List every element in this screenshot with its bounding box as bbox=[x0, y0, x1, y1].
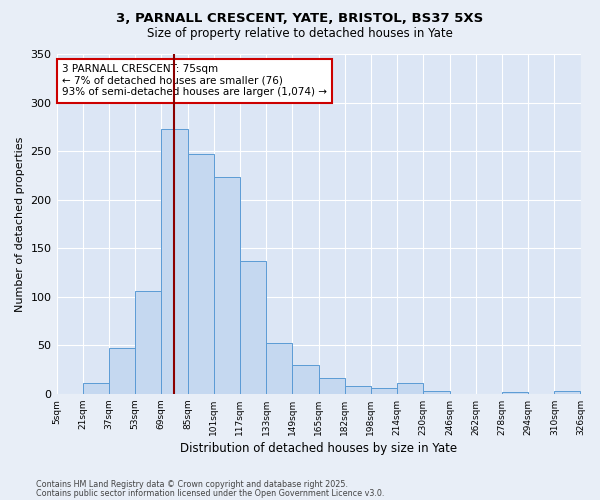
Bar bbox=[581, 392, 600, 394]
Bar bbox=[266, 344, 292, 394]
Bar bbox=[424, 391, 449, 394]
Text: 3, PARNALL CRESCENT, YATE, BRISTOL, BS37 5XS: 3, PARNALL CRESCENT, YATE, BRISTOL, BS37… bbox=[116, 12, 484, 26]
Bar bbox=[188, 154, 214, 394]
Bar bbox=[554, 391, 580, 394]
Text: Size of property relative to detached houses in Yate: Size of property relative to detached ho… bbox=[147, 28, 453, 40]
Bar bbox=[371, 388, 397, 394]
Bar bbox=[345, 386, 371, 394]
Bar bbox=[240, 261, 266, 394]
Y-axis label: Number of detached properties: Number of detached properties bbox=[15, 136, 25, 312]
Bar bbox=[397, 383, 424, 394]
Bar bbox=[292, 364, 319, 394]
Bar bbox=[109, 348, 135, 394]
Bar bbox=[319, 378, 345, 394]
Bar bbox=[161, 129, 188, 394]
Text: Contains public sector information licensed under the Open Government Licence v3: Contains public sector information licen… bbox=[36, 488, 385, 498]
Text: 3 PARNALL CRESCENT: 75sqm
← 7% of detached houses are smaller (76)
93% of semi-d: 3 PARNALL CRESCENT: 75sqm ← 7% of detach… bbox=[62, 64, 327, 98]
Bar bbox=[502, 392, 528, 394]
Text: Contains HM Land Registry data © Crown copyright and database right 2025.: Contains HM Land Registry data © Crown c… bbox=[36, 480, 348, 489]
Bar bbox=[214, 178, 240, 394]
Bar bbox=[135, 291, 161, 394]
X-axis label: Distribution of detached houses by size in Yate: Distribution of detached houses by size … bbox=[180, 442, 457, 455]
Bar bbox=[83, 383, 109, 394]
